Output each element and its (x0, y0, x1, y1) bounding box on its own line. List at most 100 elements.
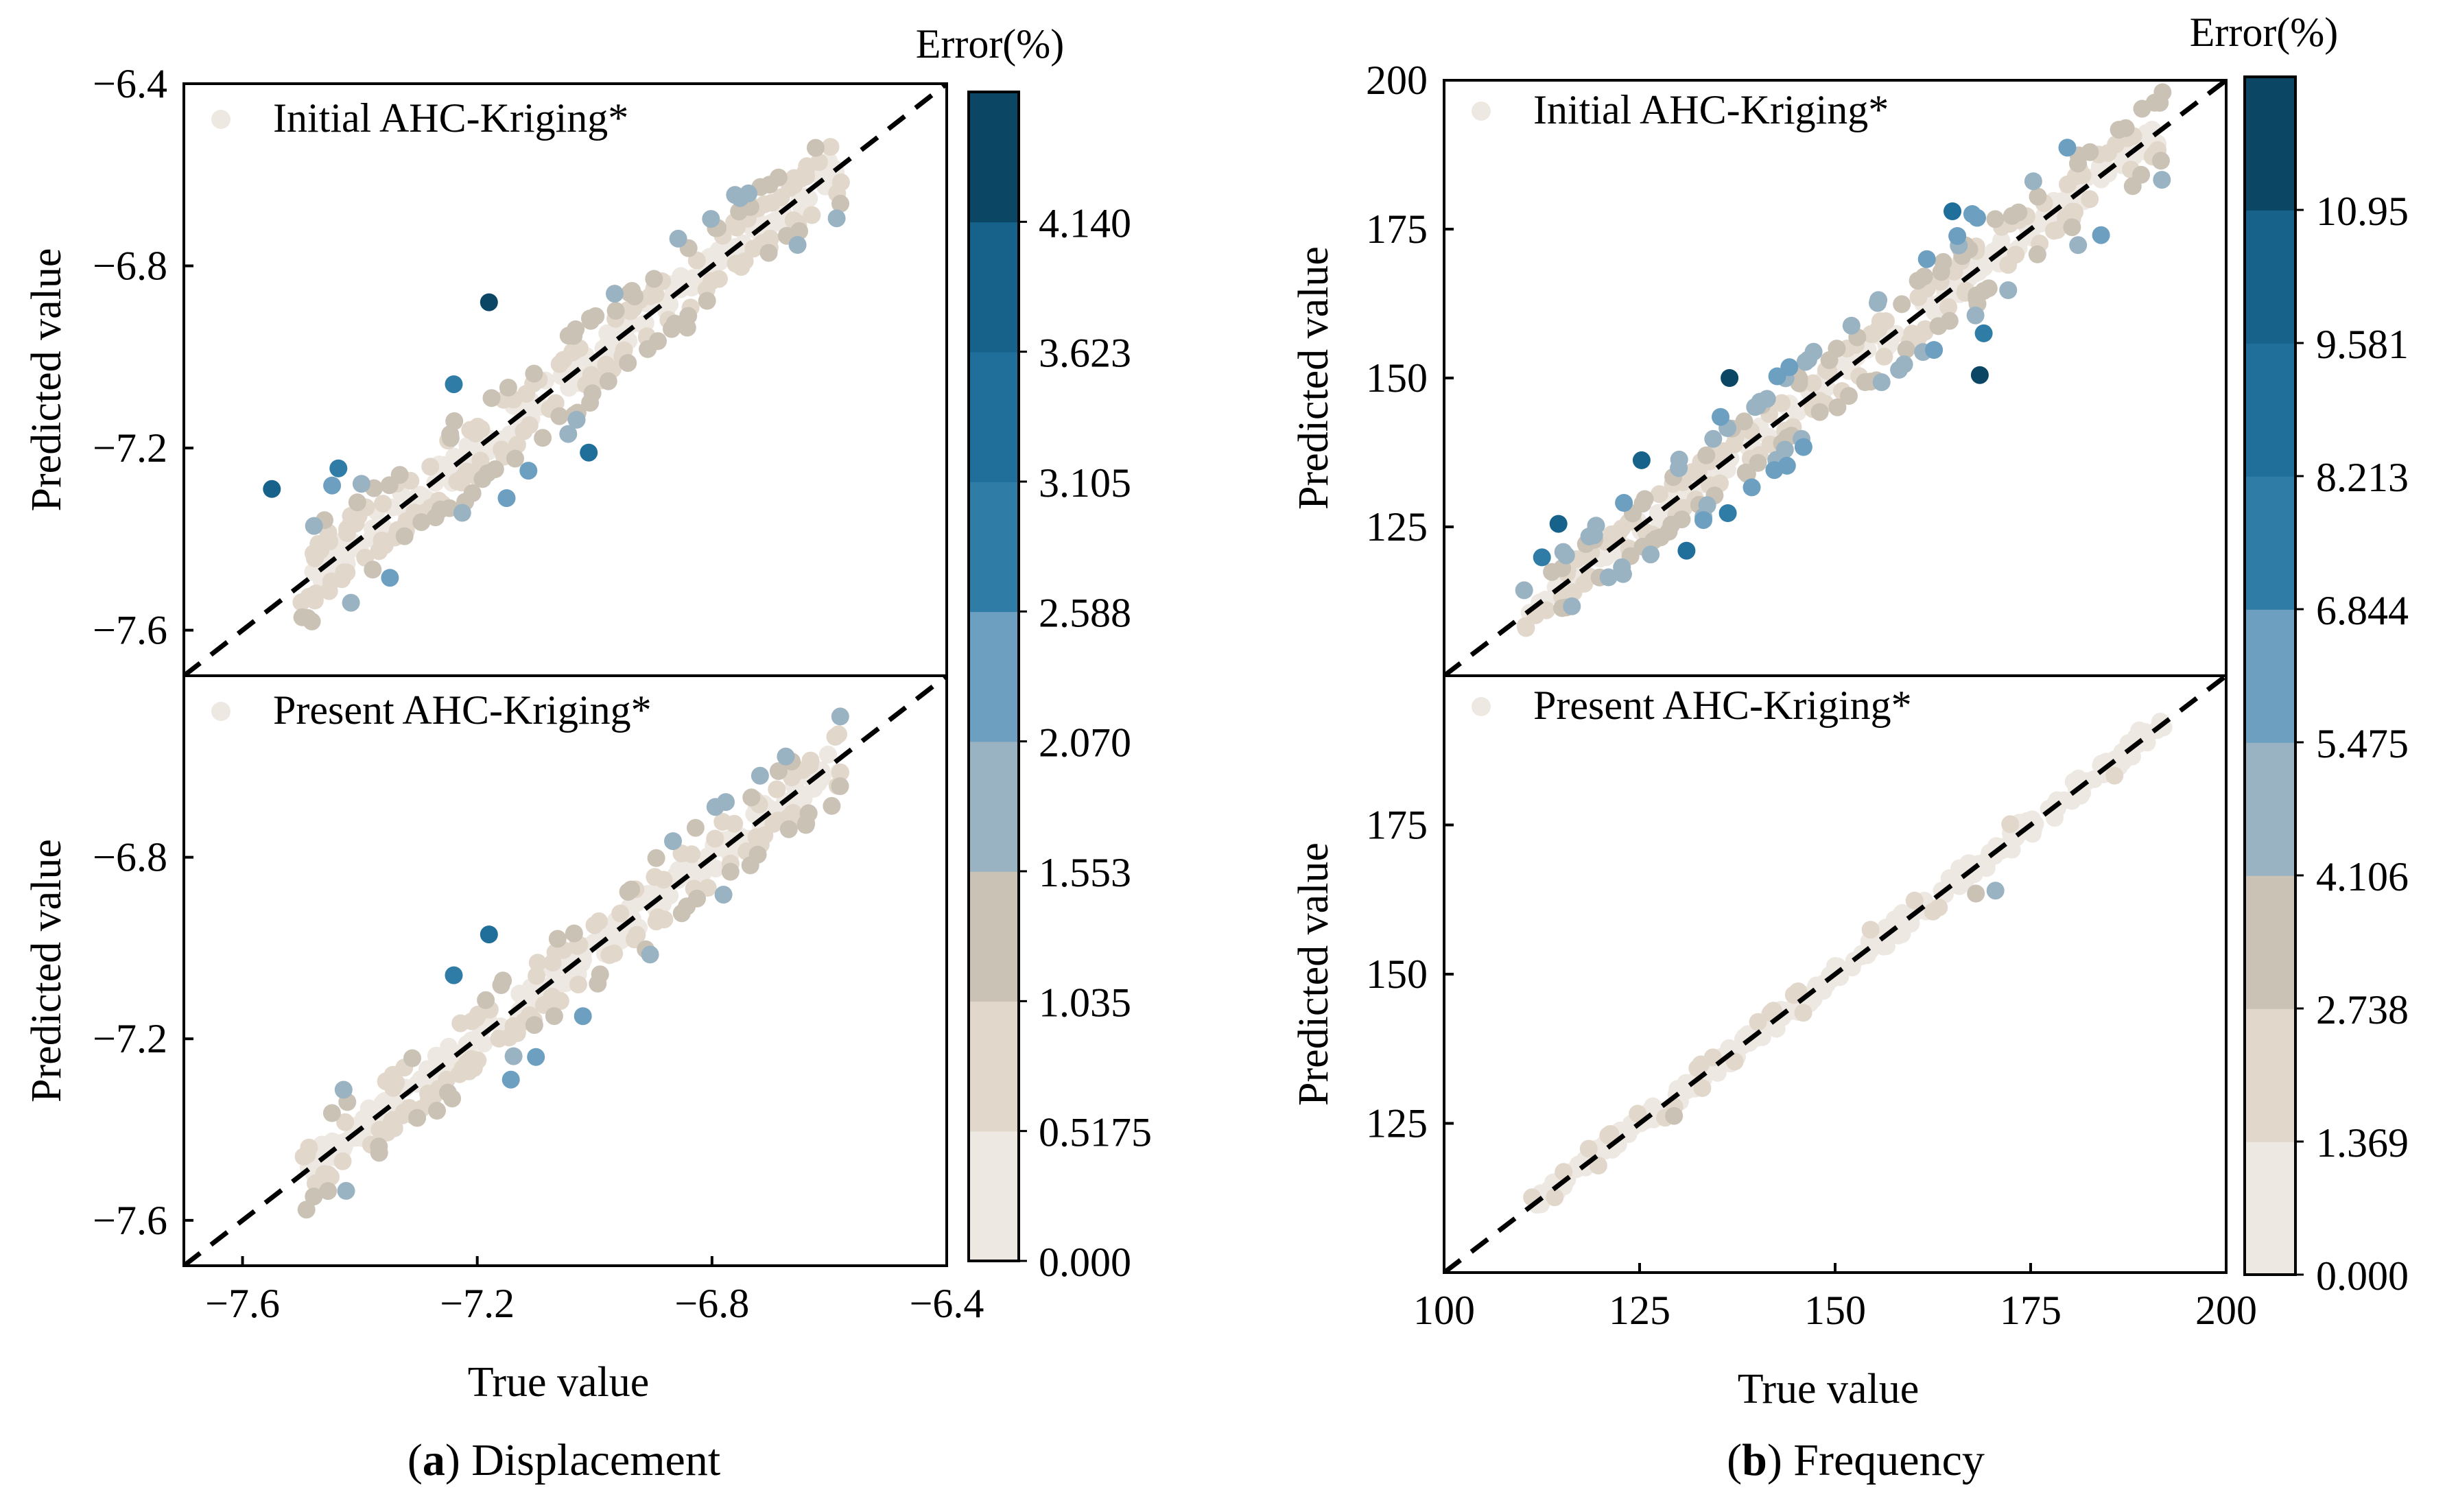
scatter-points (263, 138, 850, 630)
colorbar-segment (969, 871, 1019, 1002)
data-point (1749, 453, 1767, 472)
data-point (445, 412, 464, 430)
data-point (2105, 766, 2124, 785)
data-point (1635, 490, 1654, 508)
data-point (1925, 341, 1944, 359)
data-point (688, 889, 706, 908)
data-point (783, 766, 802, 785)
data-point (428, 1102, 446, 1120)
data-point (741, 856, 759, 875)
data-point (1966, 306, 1985, 324)
data-point (706, 829, 724, 848)
data-point (1673, 510, 1691, 529)
data-point (2046, 809, 2064, 827)
colorbar-segment (2245, 343, 2295, 477)
y-tick-label: −7.2 (93, 425, 167, 471)
colorbar-segment (969, 741, 1019, 872)
x-axis-label: True value (1738, 1366, 1920, 1413)
data-point (1804, 342, 1823, 361)
data-point (1948, 227, 1967, 245)
data-point (451, 1014, 470, 1032)
data-point (1773, 394, 1791, 412)
identity-line (184, 84, 947, 676)
data-point (527, 1048, 545, 1066)
data-point (497, 489, 516, 508)
data-point (1517, 619, 1535, 637)
data-point (663, 320, 681, 338)
colorbar-cb-b: 0.000 1.369 2.738 4.106 5.475 6.844 8.213 9.581… (2190, 10, 2409, 1299)
data-point (1872, 373, 1891, 392)
data-point (426, 508, 445, 527)
data-point (732, 258, 751, 276)
data-point (788, 236, 807, 254)
data-point (1930, 898, 1948, 917)
data-point (559, 425, 578, 443)
data-point (672, 267, 690, 285)
data-point (482, 389, 501, 407)
data-point (1871, 312, 1889, 331)
data-point (1794, 1004, 1812, 1022)
data-point (1986, 210, 2005, 228)
data-point (1768, 367, 1786, 386)
data-point (821, 138, 840, 156)
data-point (424, 1087, 442, 1106)
data-point (352, 475, 370, 493)
data-point (2048, 221, 2066, 239)
data-point (678, 318, 696, 337)
data-point (1549, 515, 1568, 533)
data-point (480, 293, 498, 311)
y-tick-label: 125 (1366, 504, 1428, 550)
colorbar-segment (2245, 1008, 2295, 1142)
data-point (569, 976, 587, 994)
x-tick-label: −7.2 (440, 1281, 515, 1326)
data-point (395, 527, 414, 545)
data-point (622, 880, 640, 899)
colorbar-title: Error(%) (2190, 10, 2339, 55)
data-point (370, 542, 388, 560)
colorbar-tick-label: 10.95 (2316, 189, 2409, 234)
data-point (2003, 206, 2021, 225)
colorbar-cb-a: 0.000 0.5175 1.035 1.553 2.070 2.588 3.105 3.62… (916, 21, 1152, 1285)
panel-a-caption: (a) Displacement (408, 1435, 720, 1485)
data-point (707, 860, 725, 878)
colorbar-tick-label: 5.475 (2316, 721, 2409, 766)
data-point (374, 495, 392, 513)
identity-line (184, 676, 947, 1266)
data-point (333, 570, 351, 589)
data-point (801, 751, 820, 770)
data-point (2028, 245, 2046, 263)
colorbar-segment (2245, 875, 2295, 1009)
data-point (494, 971, 512, 990)
panel-a-displacement: Initial AHC-Kriging* −7.6 −7.2 −6.8 −6.4 Pred… (23, 21, 1152, 1406)
data-point (1767, 1019, 1786, 1038)
data-point (403, 1049, 421, 1067)
data-point (364, 560, 382, 579)
data-point (726, 186, 744, 204)
data-point (408, 1109, 427, 1127)
legend-label: Initial AHC-Kriging* (1533, 87, 1889, 132)
y-tick-label: −6.8 (93, 244, 167, 289)
data-point (550, 407, 569, 425)
data-point (806, 139, 825, 157)
data-point (453, 504, 471, 522)
colorbar-frame (2243, 75, 2297, 1276)
subplot-b-top: Initial AHC-Kriging* 125 150 175 200 Predicte… (1290, 58, 2228, 677)
data-point (759, 244, 778, 262)
data-point (2024, 172, 2042, 191)
data-point (1721, 369, 1739, 387)
data-point (1677, 541, 1696, 560)
subplot-b-bottom: Present AHC-Kriging* 125 150 175 100 125 150 17… (1290, 674, 2257, 1413)
data-point (702, 210, 720, 228)
data-point (1861, 921, 1880, 939)
panel-b-caption: (b) Frequency (1727, 1435, 1985, 1485)
x-tick-label: 150 (1804, 1288, 1866, 1333)
legend-label: Present AHC-Kriging* (1533, 683, 1912, 728)
data-point (1999, 256, 2018, 274)
colorbar-segment (2245, 476, 2295, 610)
data-point (823, 796, 841, 815)
x-tick-label: 200 (2195, 1288, 2257, 1333)
x-tick-label: −7.6 (205, 1281, 280, 1326)
data-point (2029, 187, 2047, 206)
data-point (1843, 958, 1861, 977)
data-point (383, 1065, 402, 1084)
